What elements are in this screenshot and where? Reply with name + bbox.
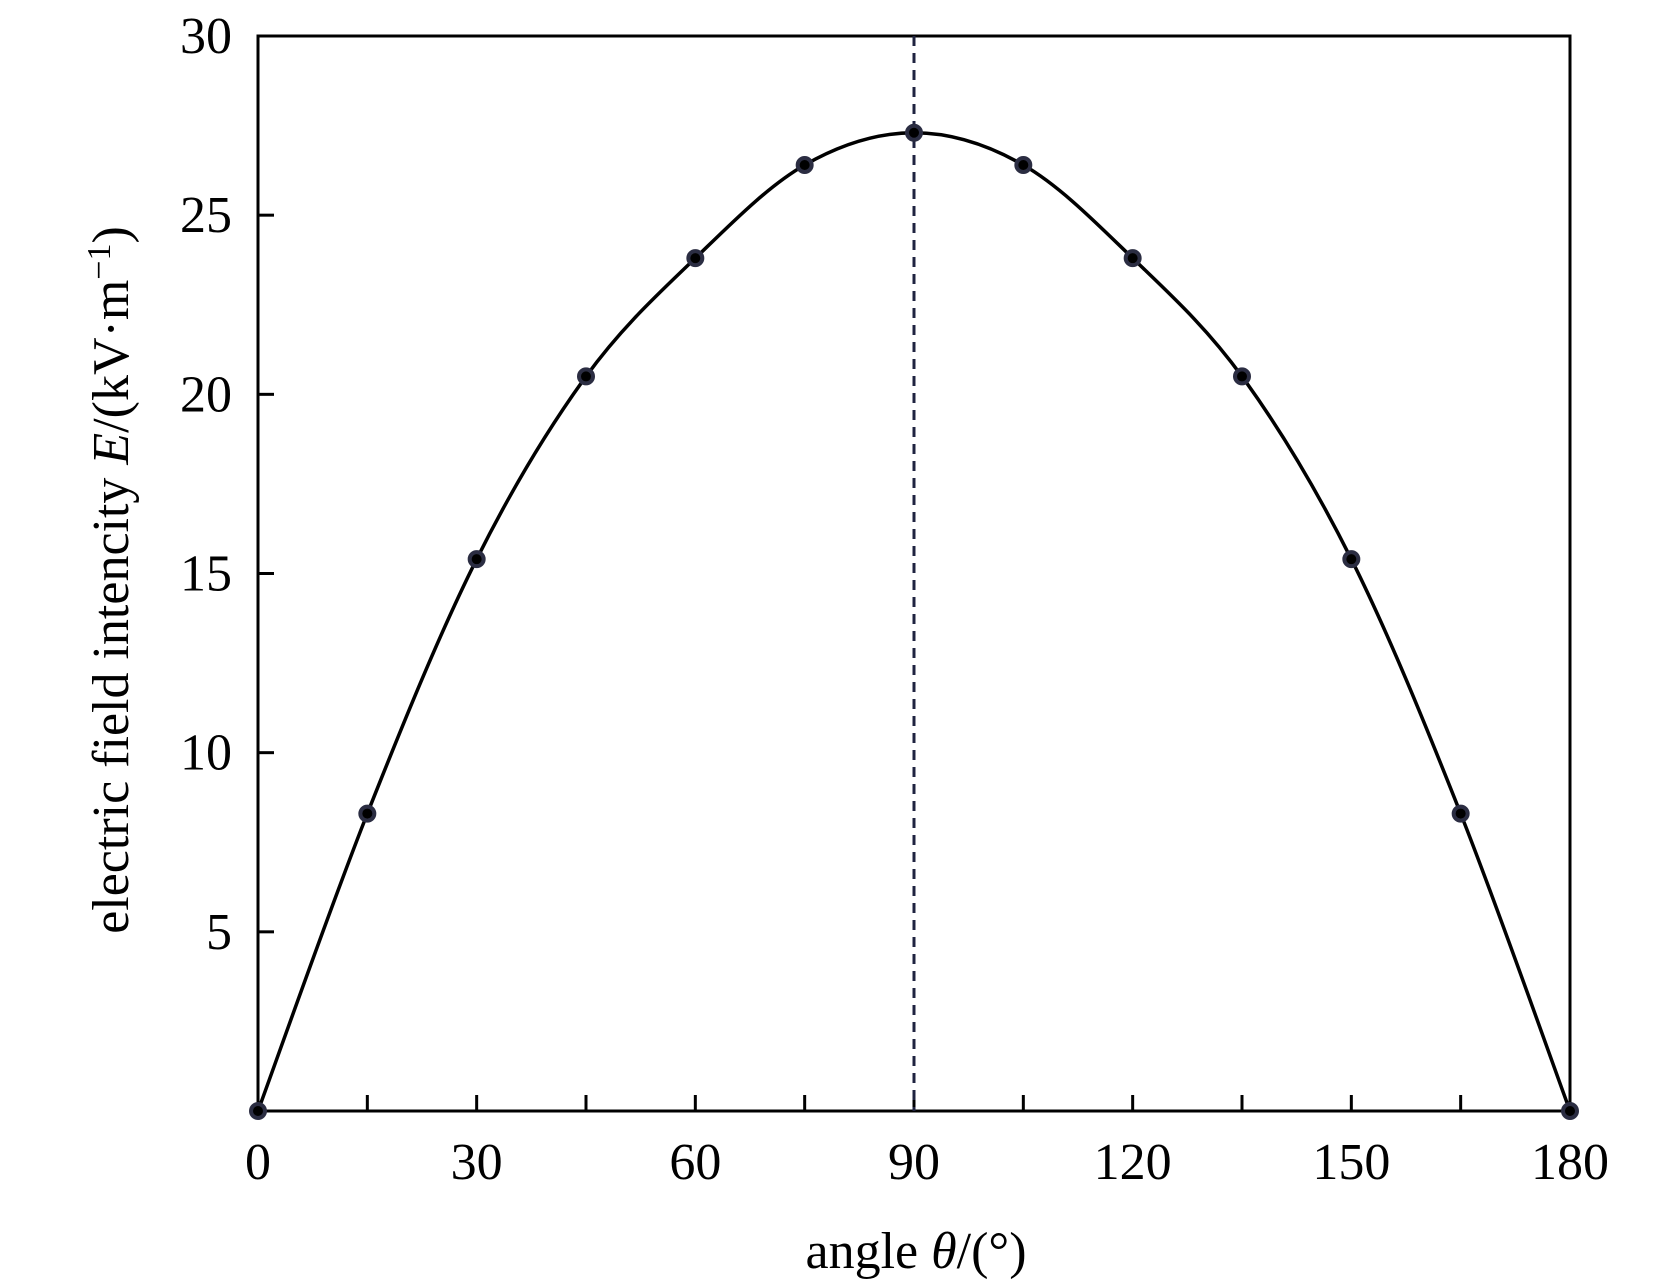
y-tick-label: 15 — [180, 546, 232, 603]
x-tick-label: 60 — [669, 1134, 721, 1191]
y-axis: 5 10 15 20 25 30 — [180, 8, 274, 961]
y-axis-label: electric field intencity E/(kV·m−1) — [81, 226, 141, 934]
data-point — [905, 123, 923, 142]
x-tick-label: 180 — [1531, 1134, 1609, 1191]
data-point — [686, 249, 705, 268]
data-point — [1014, 156, 1033, 174]
x-tick-label: 0 — [245, 1134, 271, 1191]
x-tick-label: 90 — [888, 1134, 940, 1191]
y-tick-label: 20 — [180, 366, 232, 423]
data-point — [1451, 804, 1470, 823]
data-point — [1342, 550, 1361, 569]
series-group — [249, 123, 1579, 1120]
data-point — [1561, 1102, 1579, 1120]
data-point — [1123, 249, 1142, 268]
x-tick-label: 30 — [451, 1134, 503, 1191]
x-tick-label: 150 — [1312, 1134, 1390, 1191]
x-axis-label: angle θ/(°) — [805, 1223, 1026, 1280]
x-axis: 0 30 60 90 120 150 180 — [245, 1095, 1609, 1191]
y-tick-label: 10 — [180, 725, 232, 782]
x-tick-label: 120 — [1094, 1134, 1172, 1191]
data-point — [467, 550, 486, 569]
data-point — [577, 367, 595, 386]
y-tick-label: 30 — [180, 8, 232, 65]
y-tick-label: 5 — [206, 904, 232, 961]
data-point — [1233, 367, 1251, 386]
data-point — [795, 156, 814, 174]
data-point — [249, 1102, 267, 1120]
data-point — [358, 804, 377, 823]
y-tick-label: 25 — [180, 187, 232, 244]
